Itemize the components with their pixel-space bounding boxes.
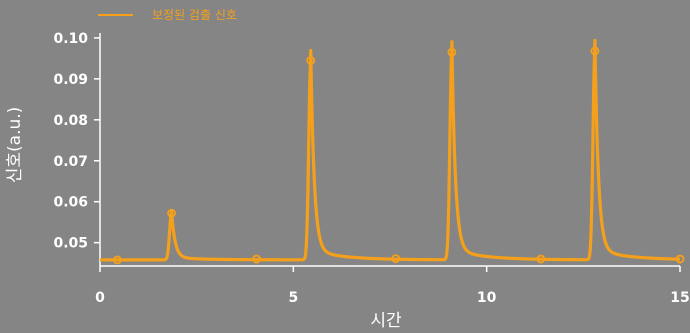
- y-tick-label: 0.07: [53, 154, 88, 170]
- data-point-marker: [536, 254, 546, 264]
- axes: 0.05 0.06 0.07 0.08 0.09 0.10 0 5 10 15: [53, 31, 689, 306]
- y-tick-label: 0.08: [53, 113, 88, 129]
- legend: 보정된 검출 신호: [98, 8, 237, 22]
- plot-area: [98, 38, 685, 265]
- data-point-marker: [252, 254, 262, 264]
- data-point-marker: [306, 56, 316, 65]
- y-tick-label: 0.05: [53, 236, 88, 252]
- y-tick-label: 0.09: [53, 72, 88, 88]
- y-axis-title: 신호(a.u.): [5, 107, 25, 184]
- x-axis-title: 시간: [370, 311, 402, 331]
- y-tick-label: 0.10: [53, 31, 88, 47]
- signal-line: [98, 38, 682, 262]
- data-point-marker: [113, 255, 122, 265]
- legend-label: 보정된 검출 신호: [152, 8, 237, 22]
- data-point-marker: [447, 47, 457, 57]
- data-point-marker: [391, 254, 401, 264]
- x-tick-label: 0: [95, 290, 105, 306]
- x-tick-label: 5: [288, 290, 298, 306]
- data-point-marker: [675, 254, 685, 264]
- x-tick-label: 15: [670, 290, 689, 306]
- x-tick-label: 10: [477, 290, 497, 306]
- y-tick-label: 0.06: [53, 195, 88, 211]
- data-point-marker: [167, 208, 176, 218]
- data-point-marker: [590, 46, 600, 56]
